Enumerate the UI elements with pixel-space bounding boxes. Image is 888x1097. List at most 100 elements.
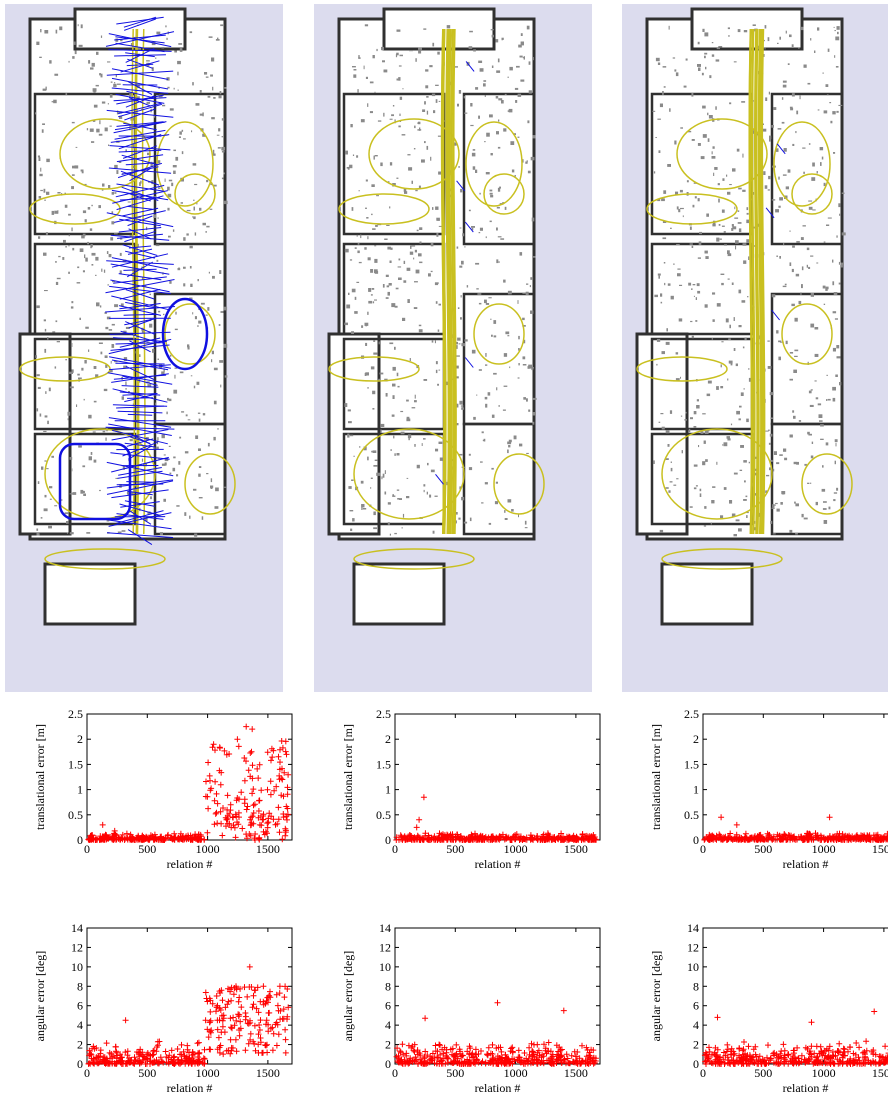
- data-point: [144, 835, 151, 842]
- y-tick-label: 1: [385, 783, 391, 797]
- data-point: [255, 808, 262, 814]
- robot-trajectory: [636, 28, 853, 570]
- data-point: [776, 1060, 783, 1067]
- x-tick-label: 1000: [812, 1066, 836, 1080]
- translational-error-plot-2: 0 500 1000 1500 0 0.5 1 1.5 2 2.5 relation # transl…: [338, 707, 608, 871]
- x-axis-label: relation #: [475, 857, 521, 871]
- y-tick-label: 2: [693, 732, 699, 746]
- data-point: [554, 1056, 561, 1063]
- data-point: [753, 1058, 760, 1065]
- data-point: [260, 811, 267, 818]
- data-point: [740, 1046, 747, 1053]
- data-point: [250, 786, 257, 793]
- data-point: [259, 1049, 265, 1056]
- data-point: [487, 1050, 494, 1057]
- data-point: [756, 832, 763, 839]
- data-point: [829, 1059, 836, 1066]
- data-point: [413, 824, 420, 831]
- data-point: [399, 1041, 406, 1048]
- data-point: [268, 745, 275, 752]
- data-point: [235, 809, 242, 816]
- x-tick-label: 0: [700, 1066, 706, 1080]
- data-point: [249, 813, 256, 820]
- data-point: [280, 1006, 287, 1013]
- data-point: [95, 1060, 102, 1067]
- data-point: [802, 1059, 809, 1066]
- data-point: [856, 1044, 863, 1051]
- data-point: [112, 1043, 119, 1050]
- data-point: [249, 775, 256, 782]
- y-tick-label: 2: [77, 1038, 83, 1052]
- data-point: [111, 830, 118, 837]
- data-point: [273, 991, 280, 998]
- data-point: [263, 1017, 270, 1024]
- data-point: [256, 761, 263, 768]
- data-point: [705, 1053, 712, 1060]
- y-tick-label: 0: [693, 1057, 699, 1071]
- data-point: [539, 1051, 546, 1058]
- data-point: [267, 988, 273, 995]
- data-point: [126, 1059, 133, 1066]
- data-point: [808, 1053, 815, 1060]
- data-point: [745, 1060, 752, 1067]
- x-tick-label: 0: [392, 842, 398, 856]
- occupancy-map-1: [18, 7, 236, 626]
- data-point: [583, 1053, 590, 1060]
- data-point: [269, 754, 276, 761]
- data-point: [750, 1046, 757, 1053]
- data-point: [720, 1049, 727, 1056]
- data-point: [242, 1047, 249, 1054]
- data-point: [230, 1014, 237, 1021]
- data-point: [780, 835, 787, 842]
- data-point: [119, 831, 126, 838]
- data-point: [278, 775, 285, 782]
- data-point: [399, 836, 406, 843]
- data-point: [516, 1054, 523, 1061]
- data-point: [265, 994, 272, 1000]
- data-point: [717, 832, 724, 839]
- data-point: [98, 1058, 105, 1065]
- x-tick-label: 1500: [564, 1066, 588, 1080]
- data-point: [781, 1059, 788, 1066]
- data-point: [265, 819, 272, 826]
- data-point: [274, 1002, 281, 1009]
- data-point: [207, 1029, 214, 1036]
- data-point: [230, 822, 237, 829]
- data-point: [204, 1026, 211, 1033]
- data-point: [442, 1060, 449, 1067]
- data-point: [233, 983, 239, 990]
- data-point: [752, 1051, 759, 1058]
- data-point: [770, 835, 777, 842]
- data-point: [245, 1020, 252, 1027]
- data-point: [102, 831, 109, 838]
- data-point: [282, 825, 289, 832]
- data-point: [257, 1035, 264, 1041]
- y-tick-label: 12: [379, 940, 391, 954]
- data-point: [802, 1044, 809, 1051]
- data-point: [564, 1055, 571, 1062]
- data-point: [249, 726, 256, 733]
- data-point: [122, 1017, 129, 1024]
- data-point: [101, 1054, 108, 1061]
- data-point: [227, 1036, 234, 1043]
- data-point: [167, 835, 174, 841]
- data-point: [556, 833, 562, 840]
- x-tick-label: 1000: [196, 1066, 220, 1080]
- data-point: [437, 1058, 443, 1065]
- y-tick-label: 10: [379, 960, 391, 974]
- data-point: [249, 762, 256, 769]
- data-point: [707, 1058, 714, 1065]
- data-point: [282, 832, 289, 839]
- data-point: [195, 1039, 202, 1046]
- x-tick-label: 1500: [256, 1066, 280, 1080]
- data-point: [163, 1054, 170, 1060]
- x-tick-label: 0: [700, 842, 706, 856]
- data-point: [132, 1057, 139, 1064]
- data-point: [741, 1039, 747, 1045]
- data-point: [393, 837, 400, 843]
- data-point: [447, 1046, 454, 1053]
- data-point: [113, 1049, 120, 1056]
- data-point: [279, 776, 286, 783]
- data-point: [590, 1047, 597, 1054]
- y-tick-label: 0: [385, 1057, 391, 1071]
